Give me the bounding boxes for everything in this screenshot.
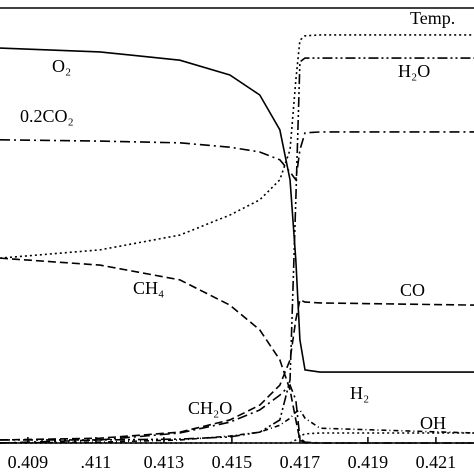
series-line (0, 383, 474, 444)
x-tick-label: 0.413 (144, 452, 185, 472)
x-tick-label: 0.421 (416, 452, 457, 472)
series-line (0, 408, 474, 444)
series-line (0, 57, 474, 441)
series-label: CH₂O (188, 398, 232, 418)
series-label: Temp. (410, 8, 455, 28)
series-line (0, 432, 474, 444)
series-label: H₂ (350, 383, 369, 403)
x-tick-label: 0.415 (212, 452, 253, 472)
series-label: OH (420, 413, 446, 433)
series-label: O₂ (52, 56, 71, 76)
series-label: CO (400, 280, 425, 300)
series-label: CH₄ (133, 278, 164, 298)
x-tick-label: .411 (80, 452, 111, 472)
x-tick-label: 0.417 (280, 452, 321, 472)
series-line (0, 131, 474, 182)
series-label: 0.2CO₂ (20, 106, 74, 126)
series-line (0, 47, 474, 373)
x-tick-label: 0.419 (348, 452, 389, 472)
x-tick-label: 0.409 (8, 452, 49, 472)
series-label: H₂O (398, 61, 430, 81)
series-line (0, 298, 474, 441)
